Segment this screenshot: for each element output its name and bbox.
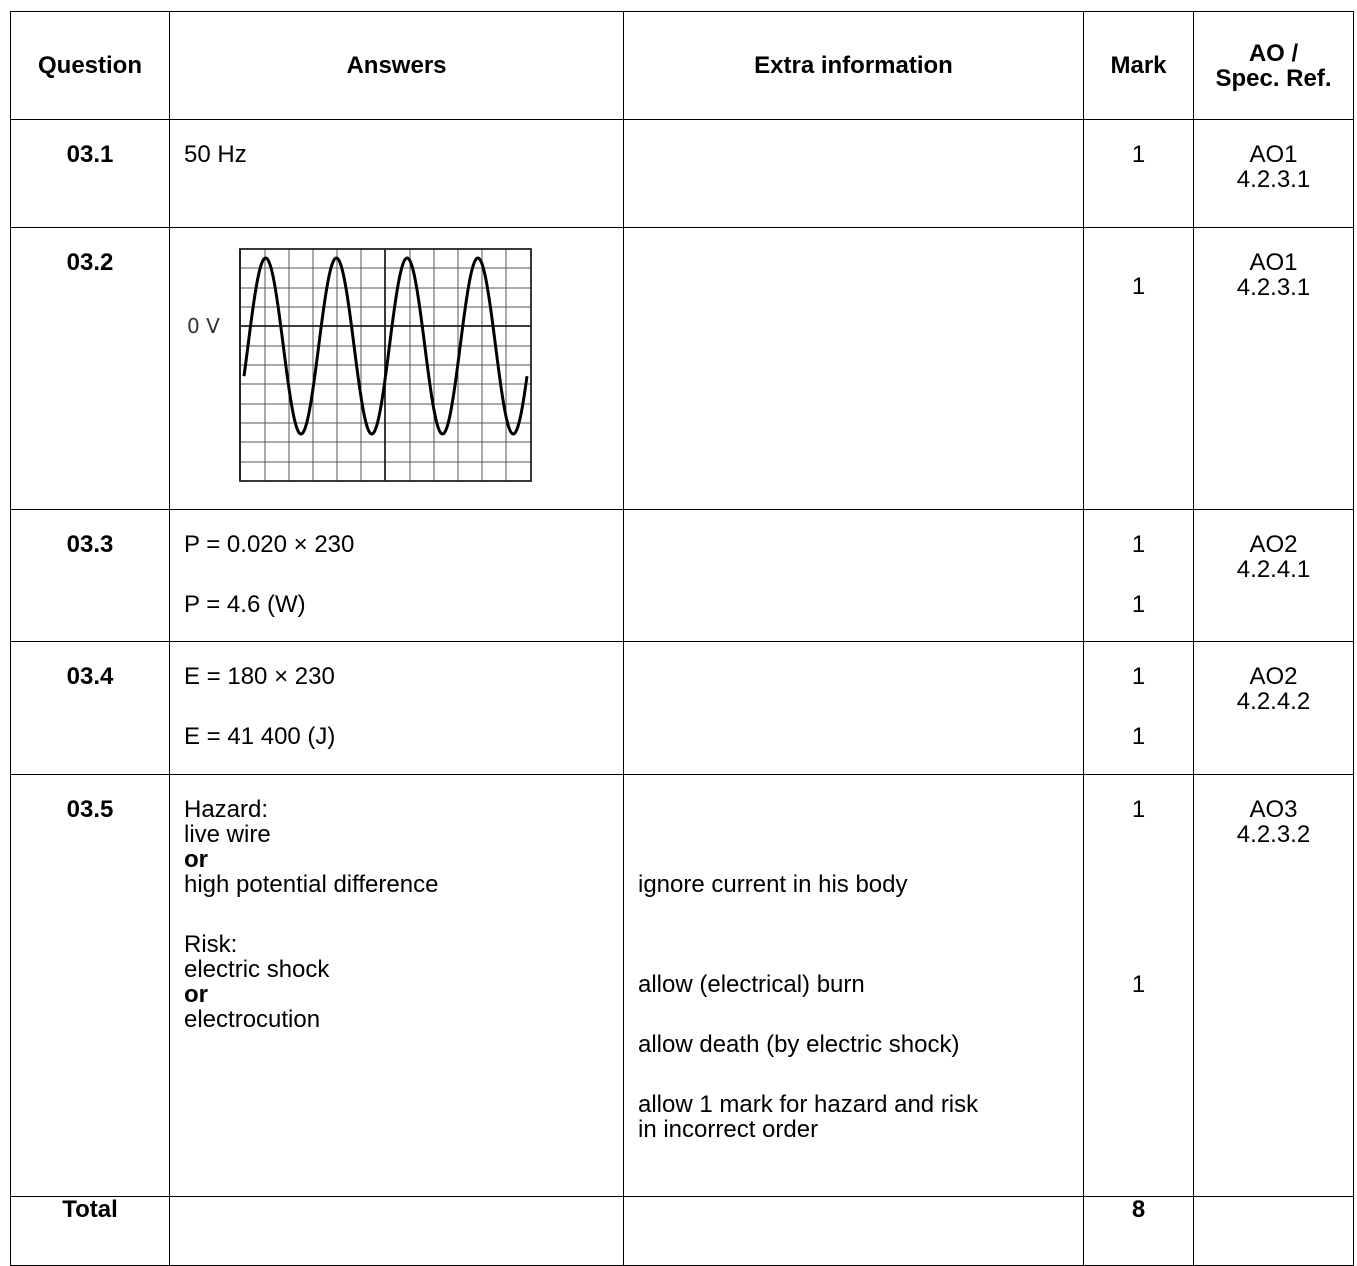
header-ao-line1: AO / xyxy=(1248,39,1299,67)
table-row: 03.5 Hazard: live wire or high potential… xyxy=(10,774,1354,1197)
question-number: 03.4 xyxy=(10,641,170,775)
answer-text: high potential difference xyxy=(184,871,439,898)
mark-cell: 1 1 xyxy=(1083,641,1194,775)
spec-ref: 4.2.3.2 xyxy=(1236,821,1311,848)
ao-cell: AO2 4.2.4.1 xyxy=(1193,509,1354,642)
table-row: 03.2 xyxy=(10,227,1354,510)
answer-text: live wire xyxy=(184,821,271,848)
header-mark: Mark xyxy=(1083,11,1194,120)
mark-value: 1 xyxy=(1131,531,1146,558)
answer-cell: 0 V xyxy=(169,227,624,510)
ao-code: AO3 xyxy=(1249,796,1298,823)
oscilloscope-trace-diagram: 0 V xyxy=(187,248,532,482)
answer-text: E = 180 × 230 xyxy=(184,663,335,690)
mark-scheme-table: Question Answers Extra information Mark … xyxy=(10,11,1354,1266)
ao-code: AO1 xyxy=(1249,141,1298,168)
table-row: 03.1 50 Hz 1 AO1 4.2.3.1 xyxy=(10,119,1354,228)
extra-text: allow death (by electric shock) xyxy=(638,1031,960,1058)
total-row: Total 8 xyxy=(10,1196,1354,1266)
total-answer-cell xyxy=(169,1196,624,1266)
extra-text: ignore current in his body xyxy=(638,871,908,898)
extra-cell xyxy=(623,509,1084,642)
answer-text: P = 0.020 × 230 xyxy=(184,531,355,558)
mark-value: 1 xyxy=(1131,796,1146,823)
total-mark: 8 xyxy=(1083,1196,1194,1266)
answer-text: E = 41 400 (J) xyxy=(184,723,336,750)
extra-cell xyxy=(623,119,1084,228)
mark-value: 1 xyxy=(1131,591,1146,618)
total-extra-cell xyxy=(623,1196,1084,1266)
mark-value: 1 xyxy=(1131,663,1146,690)
total-label: Total xyxy=(10,1196,170,1266)
spec-ref: 4.2.3.1 xyxy=(1236,166,1311,193)
header-question: Question xyxy=(10,11,170,120)
answer-cell: 50 Hz xyxy=(169,119,624,228)
ao-cell: AO1 4.2.3.1 xyxy=(1193,119,1354,228)
header-ao-line2: Spec. Ref. xyxy=(1215,64,1332,92)
header-answers: Answers xyxy=(169,11,624,120)
answer-text: Hazard: xyxy=(184,796,269,823)
answer-text: P = 4.6 (W) xyxy=(184,591,306,618)
header-row: Question Answers Extra information Mark … xyxy=(10,11,1354,120)
oscilloscope-axes xyxy=(239,248,532,482)
sine-wave-trace xyxy=(242,256,529,436)
extra-text: allow (electrical) burn xyxy=(638,971,865,998)
header-ao-spec-ref: AO / Spec. Ref. xyxy=(1193,11,1354,120)
answer-text: Risk: xyxy=(184,931,238,958)
spec-ref: 4.2.4.2 xyxy=(1236,688,1311,715)
mark-cell: 1 1 xyxy=(1083,774,1194,1197)
question-number: 03.5 xyxy=(10,774,170,1197)
spec-ref: 4.2.4.1 xyxy=(1236,556,1311,583)
extra-text: in incorrect order xyxy=(638,1116,819,1143)
ao-code: AO1 xyxy=(1249,249,1298,276)
mark-value: 1 xyxy=(1131,723,1146,750)
answer-cell: P = 0.020 × 230 P = 4.6 (W) xyxy=(169,509,624,642)
mark-cell: 1 xyxy=(1083,227,1194,510)
ao-code: AO2 xyxy=(1249,663,1298,690)
answer-text: electrocution xyxy=(184,1006,321,1033)
answer-or: or xyxy=(184,846,208,873)
extra-cell: ignore current in his body allow (electr… xyxy=(623,774,1084,1197)
answer-cell: Hazard: live wire or high potential diff… xyxy=(169,774,624,1197)
question-number: 03.2 xyxy=(10,227,170,510)
ao-cell: AO1 4.2.3.1 xyxy=(1193,227,1354,510)
question-number: 03.3 xyxy=(10,509,170,642)
spec-ref: 4.2.3.1 xyxy=(1236,274,1311,301)
mark-cell: 1 1 xyxy=(1083,509,1194,642)
question-number: 03.1 xyxy=(10,119,170,228)
ao-code: AO2 xyxy=(1249,531,1298,558)
extra-cell xyxy=(623,227,1084,510)
answer-or: or xyxy=(184,981,208,1008)
mark-value: 1 xyxy=(1131,971,1146,998)
answer-cell: E = 180 × 230 E = 41 400 (J) xyxy=(169,641,624,775)
header-extra-information: Extra information xyxy=(623,11,1084,120)
table-row: 03.4 E = 180 × 230 E = 41 400 (J) 1 1 AO… xyxy=(10,641,1354,775)
extra-cell xyxy=(623,641,1084,775)
answer-text: electric shock xyxy=(184,956,330,983)
ao-cell: AO3 4.2.3.2 xyxy=(1193,774,1354,1197)
ao-cell: AO2 4.2.4.2 xyxy=(1193,641,1354,775)
zero-volt-label: 0 V xyxy=(187,314,220,338)
answer-text: 50 Hz xyxy=(184,141,247,168)
table-row: 03.3 P = 0.020 × 230 P = 4.6 (W) 1 1 AO2… xyxy=(10,509,1354,642)
mark-cell: 1 xyxy=(1083,119,1194,228)
total-ao-cell xyxy=(1193,1196,1354,1266)
extra-text: allow 1 mark for hazard and risk xyxy=(638,1091,979,1118)
